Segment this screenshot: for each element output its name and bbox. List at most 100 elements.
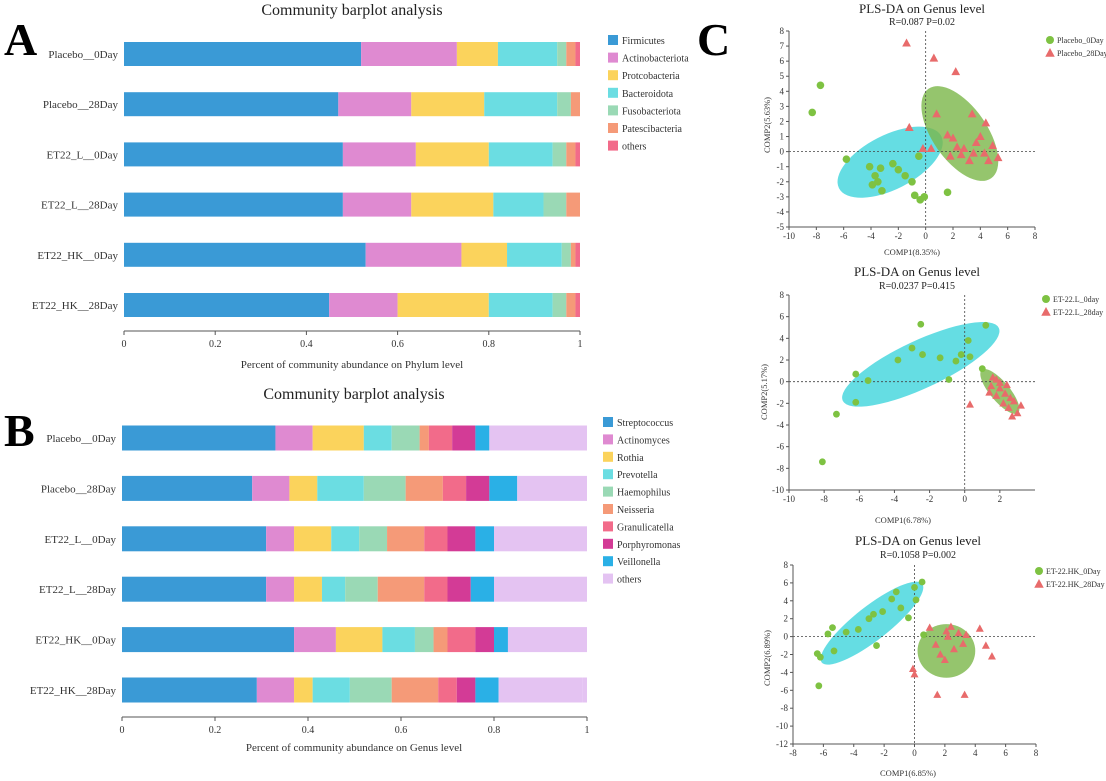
- bar-segment-streptococcus: [122, 627, 295, 653]
- point-et-22-hk-28day: [981, 641, 990, 649]
- plsda-et22-hk-ylabel: COMP2(6.89%): [762, 630, 772, 686]
- bar-segment-rothia: [335, 627, 383, 653]
- point-et-22-hk-28day: [954, 628, 963, 637]
- bar-segment-granulicatella: [428, 425, 453, 451]
- category-label: ET22_L__28Day: [39, 584, 116, 596]
- x-tick-label: -10: [783, 231, 795, 241]
- category-label: Placebo__0Day: [46, 433, 116, 445]
- confidence-ellipse-et-22-l-0day: [842, 322, 1000, 407]
- bar-segment-rothia: [294, 526, 332, 552]
- y-tick-label: 0: [780, 147, 785, 157]
- bar-segment-actinobacteriota: [342, 142, 416, 167]
- legend-swatch-firmicutes: [608, 35, 618, 45]
- plsda-et22-hk-title: PLS-DA on Genus level: [855, 533, 981, 548]
- y-tick-label: 4: [784, 596, 789, 606]
- y-tick-label: -2: [777, 398, 785, 408]
- bar-segment-porphyromonas: [456, 677, 476, 703]
- bar-segment-patescibacteria: [566, 142, 576, 167]
- point-et-22-hk-28day: [940, 655, 949, 664]
- bar-segment-protcobacteria: [411, 192, 494, 217]
- point-placebo-28day: [959, 144, 969, 153]
- confidence-ellipse-et-22-hk-0day: [820, 581, 924, 665]
- bar-segment-neisseria: [433, 627, 448, 653]
- point-et-22-l-0day: [818, 458, 826, 466]
- point-et-22-hk-0day: [816, 653, 824, 661]
- y-tick-label: -8: [781, 703, 789, 713]
- x-tick-label: -2: [880, 748, 888, 758]
- point-et-22-hk-28day: [910, 669, 919, 678]
- point-placebo-0day: [908, 177, 916, 186]
- plsda-et22-hk-xlabel: COMP1(6.85%): [880, 768, 936, 778]
- point-et-22-hk-0day: [829, 624, 836, 632]
- legend-label-granulicatella: Granulicatella: [617, 522, 674, 533]
- point-placebo-0day: [868, 180, 877, 189]
- legend-swatch-actinobacteriota: [608, 52, 618, 63]
- bar-segment-firmicutes: [124, 242, 366, 267]
- x-tick-label: -8: [813, 231, 821, 241]
- bar-segment-protcobacteria: [461, 242, 508, 267]
- bar-segment-veillonella: [489, 475, 518, 501]
- bar-segment-actinobacteriota: [342, 192, 412, 217]
- point-et-22-hk-28day: [936, 650, 945, 658]
- legend-swatch-prevotella: [603, 469, 613, 480]
- bar-segment-haemophilus: [414, 627, 434, 653]
- bar-segment-neisseria: [387, 526, 425, 552]
- bar-segment-firmicutes: [124, 92, 339, 117]
- bar-segment-patescibacteria: [566, 192, 580, 217]
- point-et-22-hk-0day: [912, 596, 920, 604]
- y-tick-label: -1: [777, 162, 785, 172]
- genus-categories: Placebo__0Day Placebo__28Day ET22_L__0Day E…: [30, 433, 117, 697]
- point-et-22-hk-0day: [892, 588, 900, 596]
- legend-label-et-22-hk-28day: ET-22.HK_28Day: [1046, 580, 1105, 589]
- panel-label-b: B: [4, 405, 35, 456]
- point-placebo-28day: [929, 53, 939, 62]
- legend-swatch-protcobacteria: [608, 70, 618, 81]
- x-tick-label: 6: [1005, 231, 1010, 241]
- point-placebo-0day: [910, 191, 919, 200]
- point-et-22-l-0day: [894, 356, 902, 364]
- legend-marker-placebo-28day: [1045, 48, 1055, 57]
- bar-segment-others: [575, 142, 580, 167]
- x-tick-label: 2: [998, 494, 1003, 504]
- genus-barplot-title: Community barplot analysis: [263, 386, 444, 403]
- y-tick-label: -2: [777, 177, 785, 187]
- y-tick-label: 8: [784, 560, 789, 570]
- legend-swatch-porphyromonas: [603, 538, 613, 549]
- point-et-22-hk-0day: [830, 647, 838, 655]
- legend-label-haemophilus: Haemophilus: [617, 488, 670, 499]
- bar-segment-streptococcus: [122, 425, 276, 451]
- point-placebo-0day: [808, 108, 817, 117]
- x-tick-label: -4: [850, 748, 858, 758]
- x-tick-label: 0: [120, 725, 125, 736]
- legend-marker-et-22-hk-0day: [1035, 567, 1043, 575]
- confidence-ellipse-placebo-28day: [921, 86, 999, 181]
- bar-segment-actinomyces: [266, 576, 295, 602]
- plsda-placebo-legend: Placebo_0Day Placebo_28Day: [1045, 36, 1106, 58]
- point-placebo-0day: [876, 164, 885, 172]
- point-et-22-hk-28day: [908, 664, 917, 672]
- legend-label-porphyromonas: Porphyromonas: [617, 540, 680, 551]
- point-et-22-hk-28day: [931, 640, 940, 648]
- bar-segment-veillonella: [494, 627, 508, 653]
- point-et-22-l-0day: [919, 351, 926, 358]
- legend-label-veillonella: Veillonella: [617, 557, 661, 568]
- legend-label-actinomyces: Actinomyces: [617, 435, 670, 446]
- plsda-et22-l-title: PLS-DA on Genus level: [854, 264, 980, 279]
- point-et-22-hk-0day: [920, 631, 928, 639]
- y-tick-label: 5: [780, 71, 785, 81]
- x-tick-label: 0: [923, 231, 928, 241]
- bar-segment-neisseria: [391, 677, 439, 703]
- legend-swatch-others: [608, 140, 618, 151]
- bar-segment-fusobacteriota: [561, 242, 571, 267]
- phylum-barplot-title: Community barplot analysis: [261, 2, 442, 19]
- point-placebo-28day: [918, 144, 928, 153]
- panel-label-c: C: [697, 14, 730, 65]
- x-tick-label: -6: [820, 748, 828, 758]
- point-placebo-28day: [943, 130, 952, 139]
- bar-segment-veillonella: [475, 526, 494, 552]
- point-placebo-28day: [988, 140, 998, 150]
- bar-segment-porphyromonas: [452, 425, 476, 451]
- legend-label-others: others: [617, 575, 642, 586]
- bar-segment-veillonella: [475, 677, 499, 703]
